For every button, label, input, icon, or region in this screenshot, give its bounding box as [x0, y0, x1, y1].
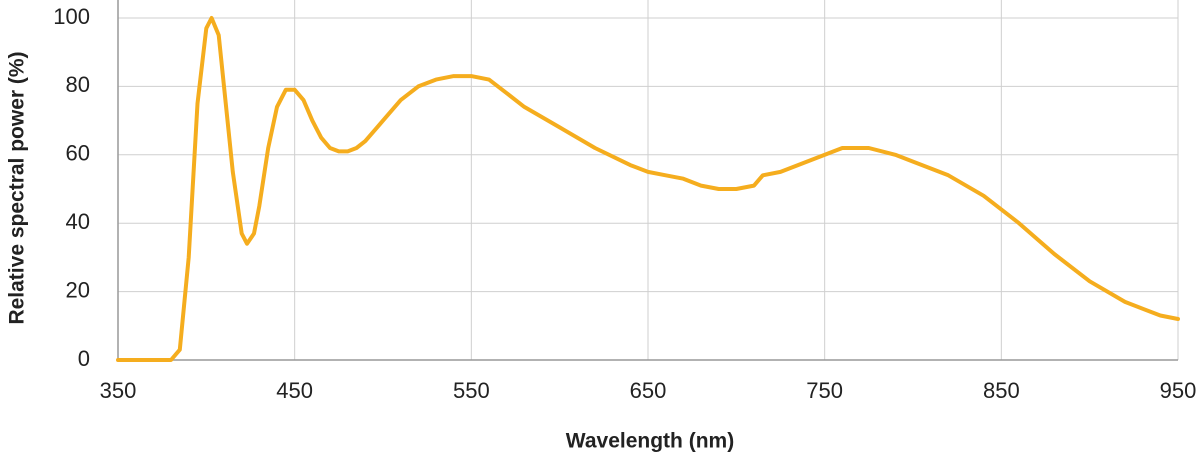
x-tick-label: 850 — [983, 378, 1020, 403]
y-tick-label: 40 — [66, 209, 90, 234]
y-tick-label: 100 — [53, 4, 90, 29]
x-tick-label: 350 — [100, 378, 137, 403]
y-axis-title: Relative spectral power (%) — [6, 51, 29, 324]
x-axis-title: Wavelength (nm) — [566, 430, 734, 453]
x-tick-label: 750 — [806, 378, 843, 403]
x-tick-label: 550 — [453, 378, 490, 403]
x-tick-label: 650 — [630, 378, 667, 403]
y-tick-label: 0 — [78, 346, 90, 371]
data-line — [116, 16, 1180, 362]
y-tick-label: 80 — [66, 72, 90, 97]
x-tick-label: 450 — [276, 378, 313, 403]
y-tick-label: 20 — [66, 277, 90, 302]
y-tick-label: 60 — [66, 141, 90, 166]
x-tick-label: 950 — [1160, 378, 1197, 403]
